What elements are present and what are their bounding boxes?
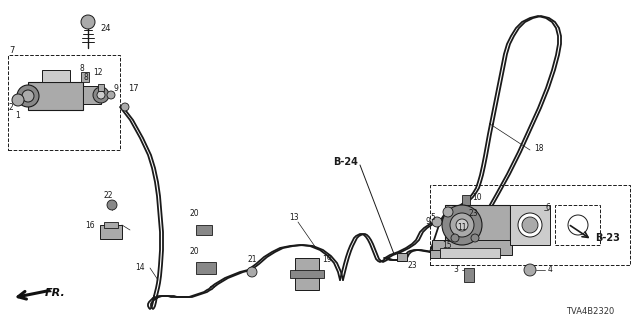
Text: 12: 12 [93,68,103,76]
Circle shape [22,90,34,102]
Text: 3: 3 [453,266,458,275]
Text: 16: 16 [85,220,95,229]
Bar [100,225,122,239]
Bar [456,212,466,219]
Circle shape [471,234,479,242]
Circle shape [12,94,24,106]
Text: TVA4B2320: TVA4B2320 [566,308,614,316]
Text: 15: 15 [442,242,452,251]
Text: 23: 23 [407,260,417,269]
Text: FR.: FR. [45,288,66,298]
Circle shape [524,264,536,276]
Text: 14: 14 [136,263,145,273]
Circle shape [450,213,474,237]
Text: 21: 21 [247,255,257,265]
Bar [295,258,319,290]
Circle shape [518,213,542,237]
Bar [397,253,407,261]
Bar [290,270,324,278]
Bar [28,82,83,110]
Text: 11: 11 [457,223,467,233]
Circle shape [568,215,588,235]
Text: 24: 24 [100,23,111,33]
Bar [430,250,440,258]
Text: 10: 10 [472,194,482,203]
Text: 7: 7 [10,45,15,54]
Text: 19: 19 [322,255,332,265]
Circle shape [107,91,115,99]
Text: 4: 4 [548,266,553,275]
Bar [196,225,212,235]
Circle shape [17,85,39,107]
Bar [104,222,118,228]
Text: 13: 13 [289,213,299,222]
Text: 22: 22 [103,191,113,201]
Bar [81,72,89,82]
Circle shape [81,15,95,29]
Text: 1: 1 [15,110,20,119]
Bar [98,84,104,91]
Circle shape [97,91,105,99]
Text: 20: 20 [189,209,199,218]
Text: 8: 8 [84,73,88,82]
Text: 5: 5 [430,213,435,222]
Circle shape [107,200,117,210]
Circle shape [121,103,129,111]
Text: B-24: B-24 [333,157,358,167]
Circle shape [443,207,453,217]
Circle shape [456,219,468,231]
Circle shape [522,217,538,233]
Bar [42,70,70,82]
Bar [196,262,216,274]
Text: 2: 2 [8,102,13,111]
Bar [8,55,120,150]
Circle shape [432,217,442,227]
Text: 8: 8 [79,63,84,73]
Text: 9: 9 [113,84,118,92]
Bar [83,86,101,104]
Bar [440,248,500,258]
Bar [462,195,470,205]
Circle shape [247,267,257,277]
Text: 17: 17 [128,84,139,92]
Bar [510,205,550,245]
Bar [464,268,474,282]
Text: B-23: B-23 [595,233,620,243]
Bar [430,185,630,265]
Text: 23: 23 [468,210,477,219]
Text: 18: 18 [534,143,543,153]
Text: 20: 20 [189,247,199,257]
Bar [555,205,600,245]
Text: 6: 6 [546,204,551,212]
Circle shape [93,87,109,103]
Circle shape [451,234,459,242]
Text: 9: 9 [425,218,430,227]
Bar [445,205,510,245]
Bar [432,240,512,255]
Circle shape [442,205,482,245]
